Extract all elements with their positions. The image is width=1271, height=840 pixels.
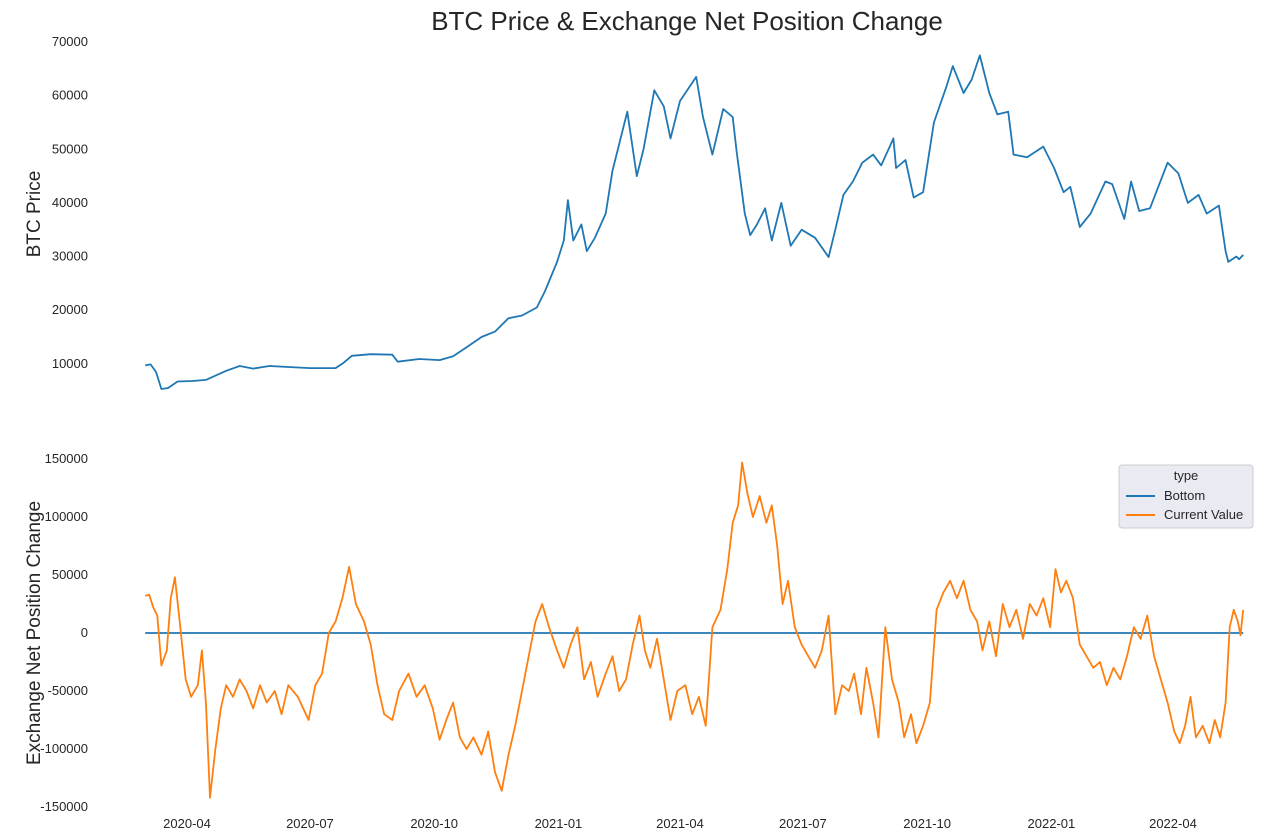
legend-label-bottom: Bottom — [1164, 488, 1205, 503]
legend-title: type — [1174, 468, 1199, 483]
netposition-y-ticks: -150000 -100000 -50000 0 50000 100000 150000 — [40, 451, 88, 814]
price-y-tick-label: 10000 — [52, 356, 88, 371]
price-y-axis-label: BTC Price — [24, 171, 45, 258]
netposition-x-ticks: 2020-04 2020-07 2020-10 2021-01 2021-04 2021-… — [163, 816, 1197, 831]
netposition-line-current-value — [144, 461, 1245, 799]
x-tick-label: 2022-01 — [1028, 816, 1076, 831]
netposition-y-tick-label: 0 — [81, 625, 88, 640]
price-y-tick-label: 20000 — [52, 302, 88, 317]
x-tick-label: 2021-01 — [535, 816, 583, 831]
price-series — [145, 54, 1244, 390]
x-tick-label: 2021-04 — [656, 816, 704, 831]
x-tick-label: 2020-07 — [286, 816, 334, 831]
x-tick-label: 2021-07 — [779, 816, 827, 831]
price-y-tick-label: 60000 — [52, 88, 88, 103]
x-tick-label: 2022-04 — [1149, 816, 1197, 831]
price-panel: 10000 20000 30000 40000 50000 60000 70000 BTC … — [24, 34, 1244, 390]
netposition-y-tick-label: -50000 — [48, 683, 88, 698]
netposition-y-tick-label: -150000 — [40, 799, 88, 814]
netposition-y-tick-label: 150000 — [45, 451, 88, 466]
price-line-series-0 — [145, 54, 1244, 390]
netposition-series — [144, 461, 1245, 799]
price-y-tick-label: 50000 — [52, 141, 88, 156]
netposition-panel: -150000 -100000 -50000 0 50000 100000 150000 2… — [24, 451, 1254, 831]
legend-box — [1118, 464, 1254, 529]
legend-label-current-value: Current Value — [1164, 507, 1243, 522]
netposition-y-tick-label: -100000 — [40, 741, 88, 756]
netposition-y-axis-label: Exchange Net Position Change — [24, 501, 45, 765]
price-y-tick-label: 70000 — [52, 34, 88, 49]
netposition-y-tick-label: 100000 — [45, 509, 88, 524]
netposition-y-tick-label: 50000 — [52, 567, 88, 582]
chart-title: BTC Price & Exchange Net Position Change — [431, 6, 943, 36]
price-y-tick-label: 30000 — [52, 249, 88, 264]
price-y-tick-label: 40000 — [52, 195, 88, 210]
price-y-ticks: 10000 20000 30000 40000 50000 60000 70000 — [52, 34, 88, 371]
x-tick-label: 2020-10 — [410, 816, 458, 831]
x-tick-label: 2021-10 — [903, 816, 951, 831]
legend: type Bottom Current Value — [1118, 464, 1254, 529]
x-tick-label: 2020-04 — [163, 816, 211, 831]
